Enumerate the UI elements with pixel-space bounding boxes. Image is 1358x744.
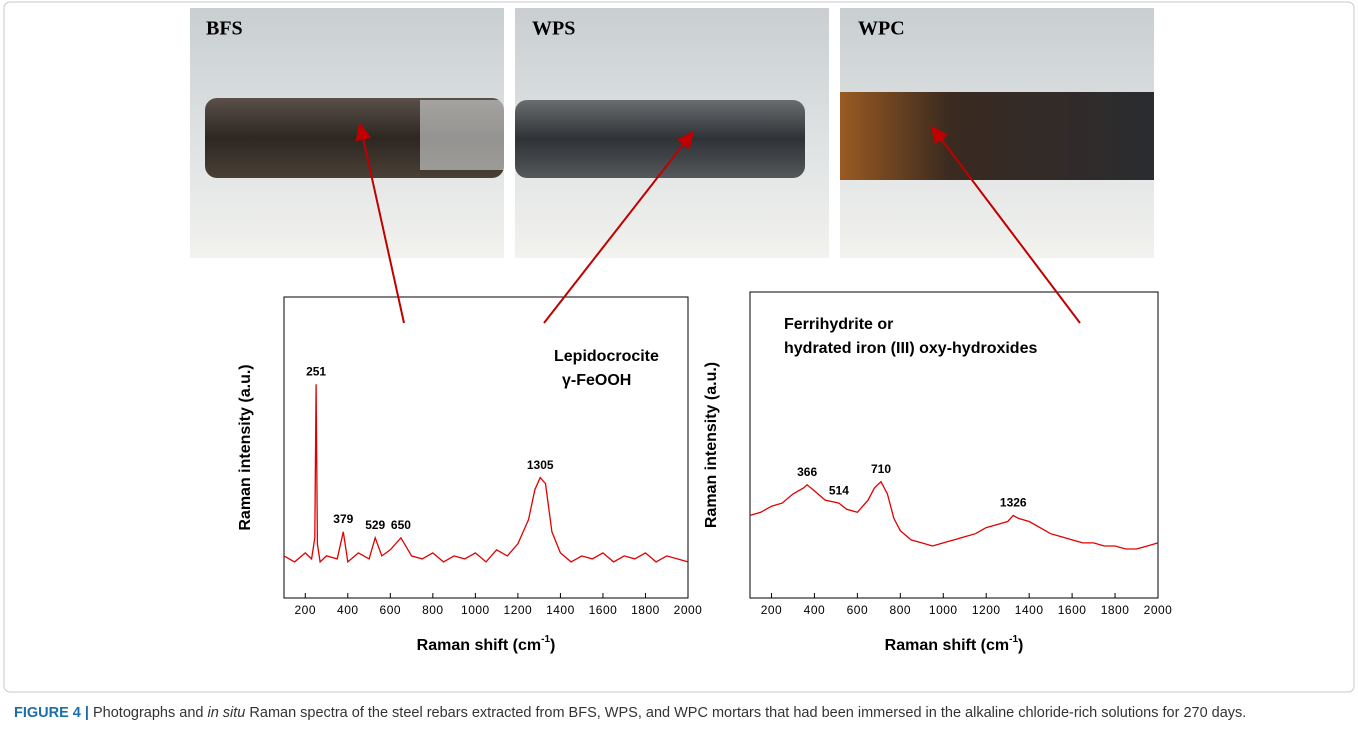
x-axis-label-part: ): [1018, 637, 1023, 654]
arrow: [355, 122, 405, 324]
arrow: [543, 130, 695, 324]
x-axis-label-part: -1: [541, 634, 550, 645]
x-tick-label: 1000: [929, 603, 958, 617]
caption: FIGURE 4 | Photographs and in situ Raman…: [14, 702, 1334, 724]
figure: BFS WPS WPC 200 400 600 800 1000 1200 1400 1600…: [3, 1, 1355, 693]
caption-label: FIGURE 4 |: [14, 705, 89, 721]
x-axis-label: Raman shift (cm-1): [417, 634, 556, 655]
x-tick-label: 1400: [1015, 603, 1044, 617]
x-tick-label: 1600: [589, 603, 618, 617]
frame: [3, 1, 1355, 693]
photo-label: WPS: [532, 18, 575, 40]
x-axis-label-part: Raman shift (cm: [417, 637, 541, 654]
annotation: hydrated iron (III) oxy-hydroxides: [784, 340, 1037, 357]
peak-label: 251: [306, 364, 326, 378]
x-tick-label: 400: [337, 603, 359, 617]
x-tick-label: 1000: [461, 603, 490, 617]
charts: 200 400 600 800 1000 1200 1400 1600 1800 2000 251 3…: [237, 291, 1173, 655]
x-tick-label: 400: [804, 603, 826, 617]
plot-frame: [283, 296, 689, 599]
peak-label: 710: [871, 462, 891, 476]
photo: BFS: [190, 8, 504, 258]
peak-label: 529: [365, 518, 385, 532]
caption-text: in situ: [207, 705, 246, 721]
x-tick-label: 2000: [674, 603, 703, 617]
peak-label: 366: [797, 465, 817, 479]
peak-label: 1326: [1000, 496, 1027, 510]
peak-label: 650: [391, 518, 411, 532]
x-tick-label: 600: [380, 603, 402, 617]
plot-frame: [749, 291, 1159, 599]
x-axis-label-part: ): [550, 637, 555, 654]
photo: WPS: [515, 8, 829, 258]
photo-label: WPC: [858, 18, 905, 40]
caption-text: Raman spectra of the steel rebars extrac…: [245, 705, 1247, 721]
x-tick-label: 600: [847, 603, 869, 617]
photo-label: BFS: [206, 18, 243, 40]
arrow: [930, 125, 1081, 324]
x-tick-label: 2000: [1144, 603, 1173, 617]
annotation: Ferrihydrite or: [784, 316, 893, 333]
arrows: [355, 122, 1081, 324]
peak-label: 1305: [527, 458, 554, 472]
x-axis-label: Raman shift (cm-1): [885, 634, 1024, 655]
x-tick-label: 800: [890, 603, 912, 617]
x-tick-label: 200: [761, 603, 783, 617]
photo: WPC: [840, 8, 1154, 258]
peak-label: 379: [333, 512, 353, 526]
spectrum-line: [283, 384, 689, 564]
x-tick-label: 1200: [972, 603, 1001, 617]
x-axis-label-part: -1: [1009, 634, 1018, 645]
annotation: Lepidocrocite: [554, 348, 659, 365]
x-tick-label: 1600: [1058, 603, 1087, 617]
x-tick-label: 800: [422, 603, 444, 617]
x-axis-label-part: Raman shift (cm: [885, 637, 1009, 654]
annotation: γ-FeOOH: [562, 372, 631, 389]
x-tick-label: 1200: [504, 603, 533, 617]
x-tick-label: 1800: [1101, 603, 1130, 617]
y-axis-label: Raman intensity (a.u.): [703, 362, 720, 528]
y-axis-label: Raman intensity (a.u.): [237, 364, 254, 530]
spectrum-line: [749, 480, 1159, 550]
peak-label: 514: [829, 483, 849, 497]
caption-text: Photographs and: [88, 705, 208, 721]
x-tick-label: 1400: [546, 603, 575, 617]
x-tick-label: 200: [294, 603, 316, 617]
x-tick-label: 1800: [631, 603, 660, 617]
